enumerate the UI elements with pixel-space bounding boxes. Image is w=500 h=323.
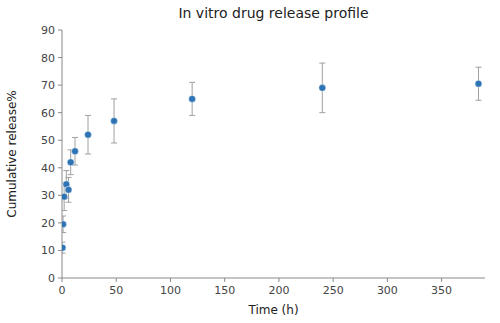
x-tick xyxy=(441,278,442,282)
x-tick-label: 250 xyxy=(323,284,344,297)
y-tick xyxy=(58,57,62,58)
y-tick xyxy=(58,30,62,31)
error-bar-cap xyxy=(62,210,67,211)
error-bar-cap xyxy=(72,137,78,138)
error-bar-cap xyxy=(62,232,66,233)
error-bar-cap xyxy=(62,216,66,217)
y-axis-line xyxy=(62,30,63,278)
x-tick xyxy=(333,278,334,282)
error-bar-cap xyxy=(66,202,72,203)
y-tick-label: 30 xyxy=(41,189,55,202)
x-tick-label: 0 xyxy=(59,284,66,297)
error-bar-cap xyxy=(111,142,117,143)
error-bar-cap xyxy=(319,63,325,64)
data-point xyxy=(72,148,79,155)
y-tick xyxy=(58,250,62,251)
error-bar-cap xyxy=(189,82,195,83)
y-tick xyxy=(58,112,62,113)
error-bar xyxy=(85,115,91,154)
data-point xyxy=(111,117,118,124)
y-tick-label: 70 xyxy=(41,79,55,92)
error-bar xyxy=(189,82,195,115)
error-bar-cap xyxy=(475,67,481,68)
data-point xyxy=(85,131,92,138)
x-axis-label: Time (h) xyxy=(247,303,298,317)
y-tick-label: 20 xyxy=(41,217,55,230)
error-bar-cap xyxy=(319,112,325,113)
data-point xyxy=(62,244,66,251)
error-bar-cap xyxy=(111,98,117,99)
error-bar-cap xyxy=(63,170,69,171)
title: In vitro drug release profile xyxy=(178,5,368,21)
chart-container: In vitro drug release profile 0 10 20 30 40 50… xyxy=(0,0,500,323)
y-tick-label: 10 xyxy=(41,244,55,257)
x-tick-label: 200 xyxy=(268,284,289,297)
data-point xyxy=(65,186,72,193)
data-point xyxy=(319,84,326,91)
error-bar-cap xyxy=(68,174,74,175)
data-point xyxy=(67,159,74,166)
y-tick xyxy=(58,85,62,86)
y-tick-label: 40 xyxy=(41,162,55,175)
y-tick-label: 0 xyxy=(48,272,55,285)
error-bar-cap xyxy=(66,177,72,178)
x-tick xyxy=(62,278,63,282)
data-point xyxy=(62,221,67,228)
y-tick-label: 50 xyxy=(41,134,55,147)
x-tick-label: 150 xyxy=(214,284,235,297)
y-axis-label: Cumulative release% xyxy=(5,90,19,217)
error-bar xyxy=(111,99,117,143)
error-bar-cap xyxy=(85,115,91,116)
error-bar-cap xyxy=(189,115,195,116)
x-tick xyxy=(278,278,279,282)
y-tick xyxy=(58,167,62,168)
y-tick xyxy=(58,195,62,196)
y-tick-label: 60 xyxy=(41,107,55,120)
x-tick-label: 350 xyxy=(431,284,452,297)
x-tick-label: 300 xyxy=(377,284,398,297)
error-bar xyxy=(319,63,325,113)
chart: In vitro drug release profile 0 10 20 30 40 50… xyxy=(0,0,500,323)
plot-area xyxy=(62,63,482,253)
error-bar-cap xyxy=(62,242,66,243)
error-bar xyxy=(62,216,66,233)
error-bar-cap xyxy=(85,154,91,155)
x-tick xyxy=(116,278,117,282)
y-tick-label: 90 xyxy=(41,24,55,37)
y-tick xyxy=(58,278,62,279)
y-tick xyxy=(58,140,62,141)
error-bar-cap xyxy=(62,253,66,254)
error-bar xyxy=(62,242,66,253)
x-tick xyxy=(170,278,171,282)
x-tick-label: 100 xyxy=(160,284,181,297)
x-tick xyxy=(387,278,388,282)
data-point xyxy=(62,193,68,200)
error-bar xyxy=(475,67,481,100)
x-tick-label: 50 xyxy=(109,284,123,297)
data-point xyxy=(189,95,196,102)
x-axis-line xyxy=(62,278,485,279)
x-tick xyxy=(224,278,225,282)
y-tick xyxy=(58,222,62,223)
data-point xyxy=(475,80,482,87)
error-bar-cap xyxy=(475,100,481,101)
y-tick-label: 80 xyxy=(41,52,55,65)
